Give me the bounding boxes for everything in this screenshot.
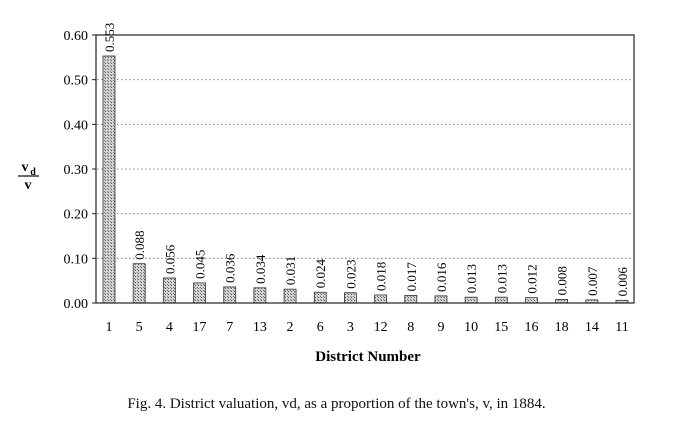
- bars: [102, 55, 629, 304]
- y-tick-label: 0.30: [64, 163, 89, 178]
- x-tick-label: 2: [287, 320, 294, 335]
- bar: [344, 292, 357, 304]
- bar: [132, 263, 146, 304]
- bar: [193, 282, 206, 304]
- y-tick-label: 0.40: [64, 118, 89, 133]
- bar-value-label: 0.008: [555, 266, 570, 295]
- y-tick-label: 0.00: [64, 297, 89, 312]
- y-tick-label: 0.50: [64, 74, 89, 89]
- bar: [253, 287, 267, 304]
- y-axis-label: v d v: [18, 160, 39, 193]
- x-axis: 1 5 4 17 7 13 2 6 3 12 8 9 10 15 16 18 14 11: [106, 320, 629, 335]
- x-tick-label: 15: [494, 320, 508, 335]
- bar-value-label: 0.045: [193, 250, 208, 279]
- bar-value-label: 0.012: [524, 264, 539, 293]
- y-tick-label: 0.60: [64, 29, 89, 44]
- bar: [223, 286, 237, 304]
- x-tick-label: 6: [317, 320, 324, 335]
- y-axis-label-numerator: v: [22, 160, 29, 175]
- figure-caption: Fig. 4. District valuation, vd, as a pro…: [127, 396, 546, 412]
- y-axis: 0.00 0.10 0.20 0.30 0.40 0.50 0.60: [64, 29, 96, 312]
- data-labels: 0.553 0.088 0.056 0.045 0.036 0.034 0.031 0.024…: [102, 23, 630, 297]
- bar: [464, 296, 478, 304]
- x-tick-label: 1: [106, 320, 113, 335]
- x-tick-label: 5: [136, 320, 143, 335]
- bar: [162, 277, 176, 304]
- bar-value-label: 0.023: [343, 259, 358, 288]
- x-tick-label: 14: [585, 320, 599, 335]
- bar-value-label: 0.036: [223, 253, 238, 283]
- y-tick-label: 0.20: [64, 208, 89, 223]
- x-tick-label: 3: [347, 320, 354, 335]
- bar: [313, 291, 327, 304]
- bar: [283, 288, 297, 304]
- bar-value-label: 0.031: [283, 256, 298, 285]
- bar: [404, 295, 418, 304]
- x-tick-label: 4: [166, 320, 173, 335]
- y-tick-label: 0.10: [64, 252, 89, 267]
- bar-value-label: 0.553: [102, 23, 117, 52]
- bar-value-label: 0.056: [162, 244, 177, 274]
- x-tick-label: 16: [524, 320, 538, 335]
- bar-value-label: 0.006: [615, 267, 630, 297]
- bar-value-label: 0.018: [374, 262, 389, 291]
- bar-value-label: 0.024: [313, 259, 328, 289]
- x-tick-label: 13: [253, 320, 267, 335]
- bar-value-label: 0.013: [464, 264, 479, 293]
- x-tick-label: 10: [464, 320, 478, 335]
- x-tick-label: 8: [407, 320, 414, 335]
- x-tick-label: 7: [226, 320, 233, 335]
- bar-value-label: 0.013: [494, 264, 509, 293]
- bar: [434, 295, 448, 304]
- bar: [374, 294, 387, 304]
- x-tick-label: 9: [437, 320, 444, 335]
- y-axis-label-numerator-sub: d: [30, 167, 36, 178]
- bar-value-label: 0.017: [404, 262, 419, 292]
- bar: [102, 55, 116, 304]
- bar-value-label: 0.034: [253, 254, 268, 284]
- bar-value-label: 0.016: [434, 262, 449, 292]
- x-axis-label: District Number: [315, 349, 421, 365]
- bar-value-label: 0.088: [132, 230, 147, 259]
- x-tick-label: 12: [374, 320, 388, 335]
- bar-value-label: 0.007: [585, 266, 600, 296]
- x-tick-label: 18: [555, 320, 569, 335]
- gridlines: [97, 79, 633, 259]
- x-tick-label: 17: [193, 320, 207, 335]
- y-axis-label-denominator: v: [25, 178, 32, 193]
- bar: [525, 297, 538, 304]
- x-tick-label: 11: [615, 320, 628, 335]
- bar: [494, 296, 508, 304]
